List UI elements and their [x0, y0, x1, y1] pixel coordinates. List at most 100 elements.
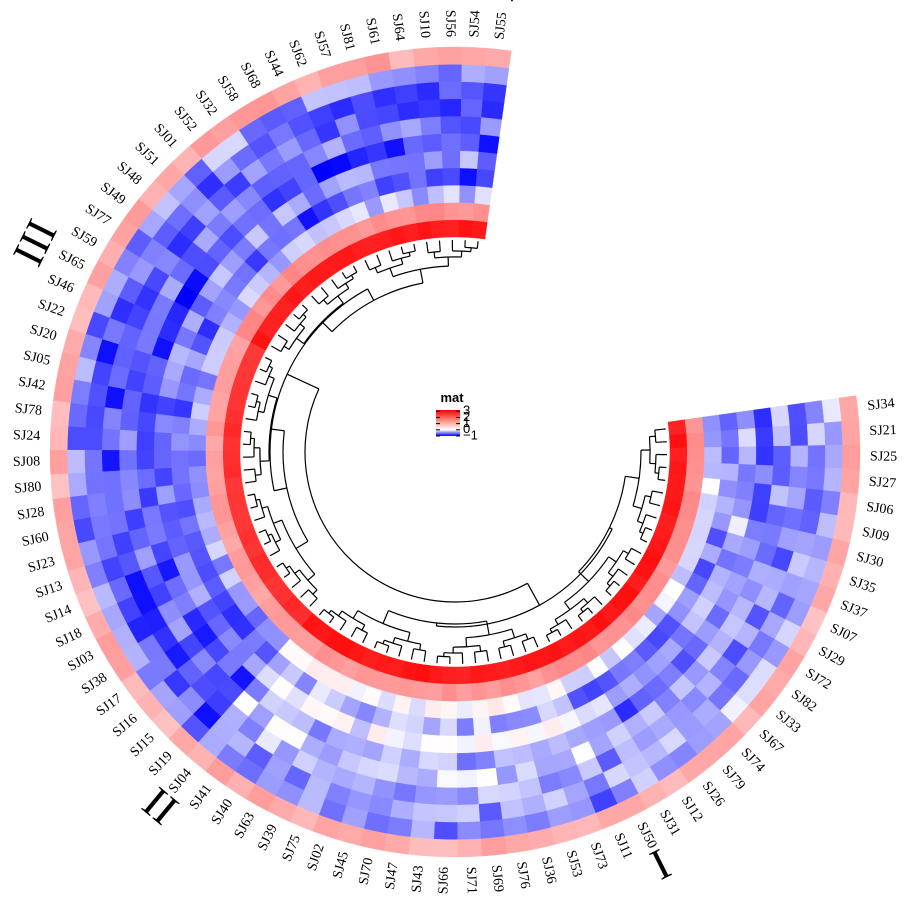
heatmap-cell [205, 464, 225, 482]
heatmap-cell [475, 168, 495, 189]
sample-label: SJ05 [22, 348, 52, 369]
heatmap-cell [442, 666, 457, 685]
heatmap-cell [423, 150, 443, 170]
dendrogram-branch [392, 255, 411, 262]
heatmap-cell [667, 419, 687, 436]
heatmap-cell [460, 115, 482, 135]
dendrogram-branch [577, 615, 581, 619]
heatmap-cell [69, 494, 91, 521]
heatmap-cell [459, 185, 477, 204]
dendrogram-branch [385, 648, 389, 653]
heatmap-cell [787, 402, 808, 426]
heatmap-cell [806, 422, 826, 446]
dendrogram-branch [312, 589, 318, 595]
dendrogram-branch [341, 620, 347, 628]
heatmap-cell [456, 735, 476, 754]
heatmap-cell [686, 432, 705, 449]
dendrogram-branch [259, 368, 264, 372]
heatmap-cell [391, 66, 417, 87]
sample-label: SJ51 [132, 140, 162, 170]
heatmap-cell [486, 696, 506, 717]
heatmap-cell [461, 46, 488, 66]
sample-label: SJ54 [467, 10, 483, 38]
heatmap-cell [752, 483, 773, 505]
heatmap-cell [153, 467, 174, 488]
heatmap-cell [441, 133, 461, 152]
dendrogram-branch [258, 381, 266, 386]
heatmap-cell [391, 171, 412, 193]
sample-label: SJ65 [56, 248, 87, 274]
dendrogram-branch [413, 648, 426, 652]
heatmap-cell [416, 81, 441, 101]
dendrogram-branch [294, 569, 300, 574]
heatmap-cell [755, 426, 774, 447]
heatmap-cell [85, 404, 105, 429]
dendrogram-branch [374, 267, 379, 274]
heatmap-cell [425, 682, 443, 702]
dendrogram-branch [265, 356, 270, 360]
heatmap-cell [439, 718, 457, 737]
heatmap-cell [823, 467, 843, 493]
heatmap-cell [483, 65, 510, 86]
heatmap-cell [841, 419, 861, 446]
heatmap-cell [432, 838, 458, 858]
dendrogram-branch [376, 254, 379, 259]
heatmap-cell [394, 83, 419, 104]
dendrogram-branch [645, 514, 653, 518]
dendrogram-branch [257, 516, 265, 520]
heatmap-cell [442, 167, 461, 186]
dendrogram-branch [624, 558, 632, 564]
heatmap-cell [138, 486, 159, 509]
sample-label: SJ74 [738, 745, 768, 775]
heatmap-cell [437, 46, 463, 65]
heatmap-cell [441, 683, 457, 702]
heatmap-cell [50, 473, 71, 500]
dendrogram-branch [382, 610, 389, 624]
dendrogram-branch [271, 345, 276, 349]
heatmap-cell [456, 752, 477, 771]
heatmap-cell [171, 466, 191, 486]
heatmap-cell [480, 836, 507, 857]
dendrogram-branch [410, 655, 413, 660]
heatmap-cell [484, 679, 503, 700]
heatmap-cell [171, 415, 191, 435]
dendrogram-branch [367, 288, 375, 301]
sample-label: SJ59 [68, 224, 99, 251]
dendrogram-branch [426, 245, 429, 253]
dendrogram-branch [486, 650, 489, 658]
dendrogram-branch [400, 258, 404, 265]
dendrogram-branch [337, 295, 344, 304]
dendrogram-branch [350, 274, 354, 279]
heatmap-cell [477, 151, 498, 171]
dendrogram-branch [436, 528, 613, 628]
dendrogram-branch [632, 505, 642, 510]
sample-label: SJ46 [45, 272, 76, 296]
heatmap-cell [720, 463, 740, 482]
heatmap-cell [136, 468, 156, 490]
heatmap-cell [392, 782, 417, 804]
heatmap-cell [187, 433, 207, 451]
heatmap-cell [412, 47, 439, 67]
heatmap-cell [471, 220, 488, 240]
dendrogram-branch [247, 468, 255, 471]
dendrogram-branch [521, 641, 526, 649]
heatmap-cell [53, 375, 75, 403]
heatmap-cell [456, 700, 474, 720]
sample-label: SJ25 [870, 449, 897, 464]
dendrogram-branch [598, 601, 603, 606]
dendrogram-branch [645, 495, 652, 498]
sample-label: SJ39 [255, 822, 280, 853]
dendrogram-branch [607, 592, 612, 596]
heatmap-cell [803, 488, 824, 513]
heatmap-cell [755, 446, 774, 466]
heatmap-cell [786, 486, 807, 511]
dendrogram-branch [464, 246, 478, 249]
dendrogram-branch [312, 597, 318, 604]
dendrogram-branch [258, 530, 263, 534]
dendrogram-branch [392, 637, 396, 644]
heatmap-cell [495, 764, 519, 786]
dendrogram-branch [605, 590, 609, 594]
dendrogram-branch [648, 436, 651, 464]
heatmap-cell [821, 397, 842, 424]
